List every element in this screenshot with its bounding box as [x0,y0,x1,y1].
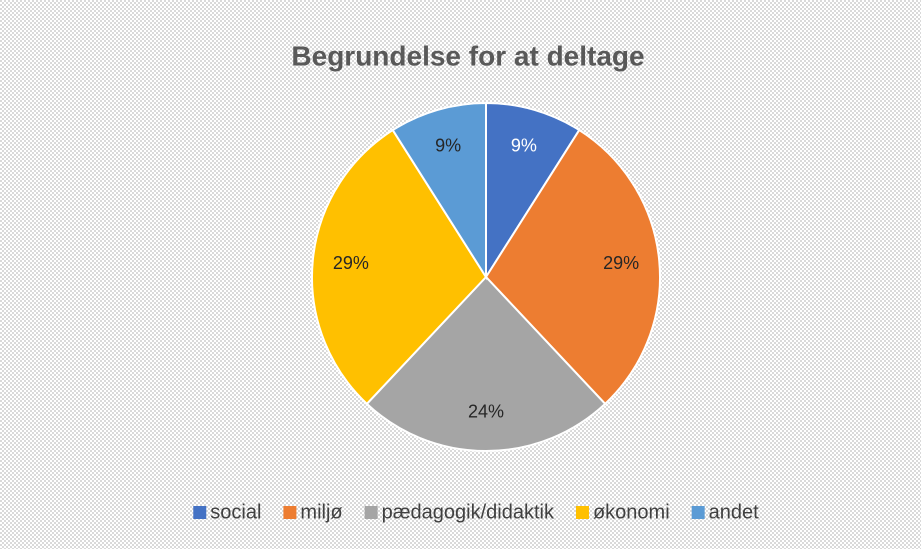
legend-label: økonomi [593,501,670,523]
legend-swatch [193,506,207,519]
legend-label: social [210,501,261,523]
pie-slice [484,128,661,406]
data-label: 24% [468,401,504,421]
legend-swatch [364,506,378,519]
legend-label: miljø [300,501,342,523]
legend-swatch [283,506,297,519]
legend-swatch [575,506,589,519]
data-label: 9% [435,135,461,155]
pie-slice [365,275,607,452]
pie-slice [391,101,487,281]
pie-slice [485,101,581,281]
chart-title: Begrundelse for at deltage [291,40,644,71]
pie-slice [311,128,488,406]
legend-label: pædagogik/didaktik [382,501,555,523]
data-label: 29% [333,253,369,273]
legend-label: andet [709,501,759,523]
legend-swatch [691,506,705,519]
data-label: 29% [603,253,639,273]
data-label: 9% [511,135,537,155]
